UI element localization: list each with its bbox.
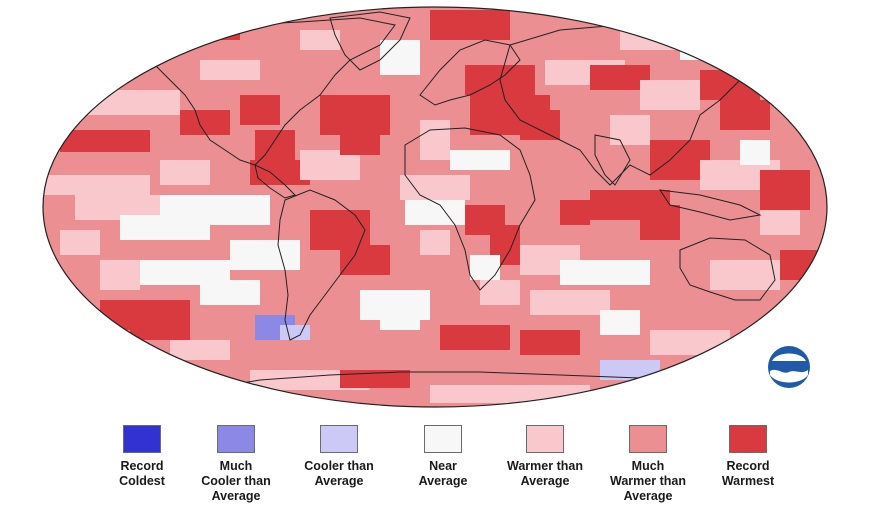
legend-swatch — [729, 425, 767, 453]
anomaly-cell — [420, 230, 450, 255]
anomaly-cell — [310, 210, 370, 250]
central-america-outline — [254, 164, 296, 199]
anomaly-cell — [420, 120, 450, 160]
north-america-outline — [149, 17, 396, 166]
anomaly-cell — [43, 175, 150, 195]
legend-item-cooler: Cooler than Average — [284, 425, 394, 489]
anomaly-cell — [560, 260, 650, 285]
legend-item-record-coldest: Record Coldest — [87, 425, 197, 489]
anomaly-cell — [230, 240, 300, 270]
southeast-asia-islands-outline — [658, 189, 762, 221]
anomaly-cell — [760, 170, 810, 210]
anomaly-cell — [200, 20, 240, 40]
anomaly-cell — [380, 40, 420, 75]
noaa-logo-icon — [768, 346, 810, 388]
anomaly-cell — [60, 130, 150, 152]
anomaly-cell — [610, 115, 650, 145]
australia-outline — [679, 237, 776, 301]
anomaly-cell — [600, 310, 640, 335]
legend-label: Much Cooler than Average — [201, 459, 271, 503]
greenland-outline — [329, 11, 411, 71]
legend-label: Near Average — [418, 459, 468, 488]
legend-item-near-average: Near Average — [388, 425, 498, 489]
legend-label: Cooler than Average — [304, 459, 374, 488]
anomaly-cell — [100, 260, 140, 290]
south-america-outline — [277, 189, 366, 341]
anomaly-cell — [450, 150, 510, 170]
anomaly-cell — [200, 60, 260, 80]
legend-label: Warmer than Average — [507, 459, 583, 488]
anomaly-cell — [470, 255, 500, 280]
anomaly-cell — [430, 385, 590, 403]
anomaly-cell — [120, 215, 210, 240]
legend-item-record-warmest: Record Warmest — [693, 425, 803, 489]
anomaly-cell — [710, 260, 780, 290]
anomaly-cell — [340, 130, 380, 155]
anomaly-cell — [380, 310, 420, 330]
anomaly-cell — [760, 210, 800, 235]
anomaly-cell — [160, 160, 210, 185]
anomaly-cell — [680, 40, 720, 60]
legend-swatch — [424, 425, 462, 453]
anomaly-cell — [340, 370, 410, 388]
anomaly-cell — [700, 375, 760, 390]
anomaly-cell — [640, 80, 700, 110]
anomaly-cell — [520, 330, 580, 355]
legend-label: Much Warmer than Average — [610, 459, 686, 503]
anomaly-cell — [530, 290, 610, 315]
anomaly-cell — [440, 325, 510, 350]
anomaly-grid — [43, 10, 820, 403]
anomaly-cell — [650, 330, 730, 355]
legend-swatch — [217, 425, 255, 453]
legend-swatch — [320, 425, 358, 453]
anomaly-cell — [43, 90, 180, 115]
legend-swatch — [526, 425, 564, 453]
anomaly-cell — [320, 95, 390, 135]
india-outline — [594, 134, 631, 186]
anomaly-cell — [170, 340, 230, 360]
anomaly-cell — [400, 175, 470, 200]
legend-label: Record Warmest — [721, 459, 775, 488]
legend-swatch — [123, 425, 161, 453]
anomaly-cell — [60, 230, 100, 255]
anomaly-cell — [300, 30, 340, 50]
legend: Record Coldest Much Cooler than Average … — [0, 425, 888, 517]
anomaly-cell — [740, 140, 770, 165]
anomaly-cell — [640, 205, 680, 240]
anomaly-cell — [255, 130, 295, 160]
anomaly-cell — [430, 10, 510, 40]
anomaly-cell — [130, 320, 190, 340]
legend-item-much-warmer: Much Warmer than Average — [593, 425, 703, 504]
anomaly-cell — [520, 110, 560, 140]
europe-outline — [419, 39, 521, 106]
legend-item-much-cooler: Much Cooler than Average — [181, 425, 291, 504]
anomaly-cell — [700, 70, 760, 100]
anomaly-cell — [180, 110, 230, 135]
global-temperature-map — [42, 6, 828, 408]
anomaly-cell — [340, 245, 390, 275]
legend-swatch — [629, 425, 667, 453]
anomaly-cell — [720, 100, 770, 130]
legend-item-warmer: Warmer than Average — [490, 425, 600, 489]
globe-border — [42, 6, 828, 408]
africa-outline — [404, 127, 536, 291]
anomaly-cell — [560, 200, 590, 225]
anomaly-cell — [600, 360, 660, 380]
anomaly-cell — [780, 250, 820, 280]
anomaly-cell — [405, 200, 465, 225]
anomaly-cell — [480, 280, 520, 305]
map-svg — [42, 6, 828, 408]
anomaly-cell — [240, 95, 280, 125]
legend-label: Record Coldest — [119, 459, 165, 488]
anomaly-cell — [200, 280, 260, 305]
